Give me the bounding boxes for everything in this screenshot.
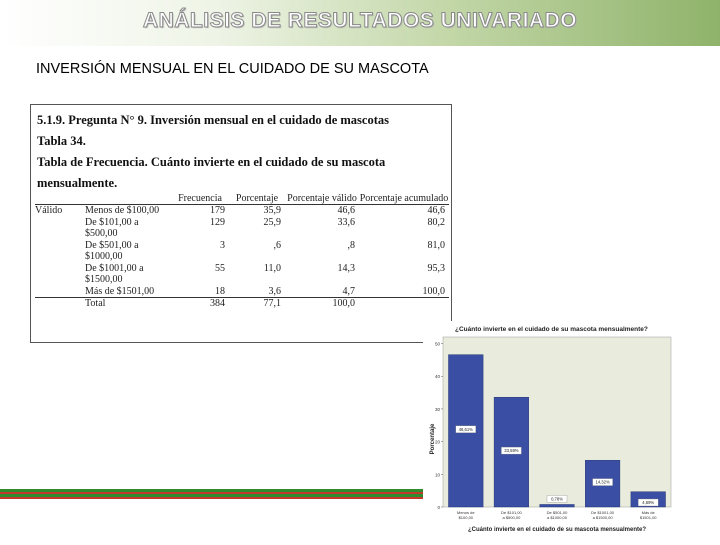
- table-cell-empty: [35, 217, 85, 240]
- table-cell: 100,0: [422, 285, 446, 297]
- table-cell: 46,6: [337, 205, 356, 216]
- table-header: [35, 193, 85, 205]
- doc-table-number: Tabla 34.: [37, 134, 86, 148]
- bar: [585, 459, 621, 508]
- table-cell: 18: [215, 285, 225, 297]
- table-cell: 33,6: [337, 216, 356, 228]
- doc-table-title: Tabla de Frecuencia. Cuánto invierte en …: [37, 155, 386, 169]
- data-label-box: [592, 478, 613, 486]
- table-cell: 46,6: [427, 205, 446, 216]
- table-cell: 179: [210, 205, 225, 216]
- decorative-stripes: [0, 489, 430, 499]
- y-axis-label: Porcentaje: [430, 423, 436, 454]
- table-cell-empty: [35, 263, 85, 286]
- chart-title: ¿Cuánto invierte en el cuidado de su mas…: [455, 326, 648, 333]
- table-header: Porcentaje: [235, 193, 279, 204]
- data-label-box: [455, 425, 476, 433]
- x-tick-label: De $501,00: [547, 510, 568, 515]
- table-cell: De $1001,00 a $1500,00: [85, 262, 144, 286]
- data-label: 14,32%: [595, 480, 609, 485]
- data-label-box: [546, 495, 568, 503]
- bar-chart-svg: ¿Cuánto invierte en el cuidado de su mas…: [423, 321, 687, 540]
- x-tick-label: De $1001,00: [591, 510, 615, 515]
- stripe-green: [0, 494, 430, 497]
- table-cell: Más de $1501,00: [85, 285, 155, 297]
- data-label: 4,69%: [642, 500, 654, 505]
- table-row: De $501,00 a $1000,00 3 ,6 ,8 81,0: [35, 240, 449, 263]
- table-cell: ,6: [273, 239, 282, 251]
- bar: [539, 504, 575, 508]
- table-group-label: Válido: [35, 205, 63, 216]
- table-cell: Menos de $100,00: [85, 205, 160, 216]
- x-tick-label: De $101,00: [501, 510, 522, 515]
- table-row: De $101,00 a $500,00 129 25,9 33,6 80,2: [35, 217, 449, 240]
- table-cell: 384: [210, 298, 225, 309]
- table-cell: 25,9: [263, 216, 282, 228]
- x-tick-label: Menos de: [457, 510, 475, 515]
- table-cell: 3,6: [268, 285, 282, 297]
- x-tick-label: $100,00: [459, 515, 474, 520]
- data-label: 33,59%: [504, 448, 518, 453]
- table-cell: 35,9: [263, 205, 282, 216]
- table-cell: 14,3: [337, 262, 356, 274]
- table-cell: De $501,00 a $1000,00: [85, 239, 139, 263]
- document-excerpt: 5.1.9. Pregunta N° 9. Inversión mensual …: [30, 104, 452, 343]
- table-header: Porcentaje válido: [287, 193, 357, 204]
- y-tick-label: 10: [435, 472, 441, 477]
- table-cell-empty: [35, 240, 85, 263]
- x-tick-label: Más de: [642, 510, 656, 515]
- table-row-total: Total 384 77,1 100,0: [35, 297, 449, 310]
- x-tick-label: a $500,00: [503, 515, 522, 520]
- x-tick-label: a $1500,00: [593, 515, 614, 520]
- data-label-box: [638, 498, 659, 507]
- table-cell-empty: [35, 298, 85, 310]
- table-cell: Total: [85, 298, 106, 309]
- y-tick-label: 20: [435, 440, 441, 445]
- x-tick-label: $1501,00: [640, 515, 657, 520]
- table-cell: 3: [220, 239, 225, 251]
- doc-heading: 5.1.9. Pregunta N° 9. Inversión mensual …: [37, 113, 390, 127]
- table-cell: [359, 298, 449, 310]
- x-axis-label: ¿Cuánto invierte en el cuidado de su mas…: [468, 527, 646, 533]
- table-cell: ,8: [347, 239, 356, 251]
- header-bar: [0, 0, 720, 46]
- table-header-row: Frecuencia Porcentaje Porcentaje válido …: [35, 193, 449, 205]
- data-label: 46,61%: [459, 427, 473, 432]
- table-cell: 4,7: [342, 285, 356, 297]
- table-cell: 129: [210, 216, 225, 228]
- table-row: Más de $1501,00 18 3,6 4,7 100,0: [35, 286, 449, 298]
- section-subtitle: INVERSIÓN MENSUAL EN EL CUIDADO DE SU MA…: [36, 61, 429, 77]
- doc-table-title-cont: mensualmente.: [37, 176, 118, 190]
- y-tick-label: 30: [435, 407, 441, 412]
- table-cell: 95,3: [427, 262, 446, 274]
- y-tick-label: 40: [435, 374, 441, 379]
- y-tick-label: 50: [435, 342, 441, 347]
- table-header: [85, 193, 171, 205]
- page-title: ANÁLISIS DE RESULTADOS UNIVARIADO: [142, 9, 578, 33]
- stripe-green: [0, 489, 430, 492]
- table-header: Frecuencia: [178, 193, 222, 204]
- x-tick-label: a $1000,00: [547, 515, 568, 520]
- data-label: 0,78%: [551, 496, 563, 501]
- table-cell: 100,0: [332, 298, 356, 309]
- stripe-red: [0, 496, 430, 499]
- table-cell: 11,0: [263, 262, 281, 274]
- table-cell: De $101,00 a $500,00: [85, 216, 139, 240]
- stripe-red: [0, 491, 430, 494]
- table-cell: 77,1: [263, 298, 282, 309]
- y-tick-label: 0: [437, 505, 440, 510]
- table-row: De $1001,00 a $1500,00 55 11,0 14,3 95,3: [35, 263, 449, 286]
- data-label-box: [501, 446, 522, 455]
- table-cell: 81,0: [427, 239, 446, 251]
- table-header: Porcentaje acumulado: [359, 193, 449, 204]
- table-cell-empty: [35, 286, 85, 298]
- table-cell: 80,2: [427, 216, 446, 228]
- table-cell: 55: [215, 262, 225, 274]
- bar-chart: ¿Cuánto invierte en el cuidado de su mas…: [423, 321, 687, 540]
- frequency-table: Frecuencia Porcentaje Porcentaje válido …: [35, 193, 449, 310]
- table-row: Válido Menos de $100,00 179 35,9 46,6 46…: [35, 205, 449, 217]
